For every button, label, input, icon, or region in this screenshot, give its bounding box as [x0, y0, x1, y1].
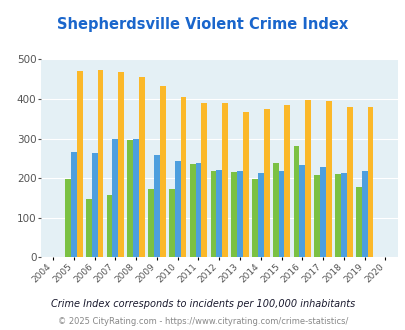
Bar [284, 105, 290, 257]
Bar [180, 97, 186, 257]
Bar [320, 167, 325, 257]
Bar [278, 171, 284, 257]
Bar [216, 170, 222, 257]
Bar [361, 172, 367, 257]
Bar [272, 163, 278, 257]
Bar [139, 77, 145, 257]
Bar [237, 171, 242, 257]
Bar [65, 180, 71, 257]
Bar [242, 112, 248, 257]
Bar [346, 107, 352, 257]
Bar [340, 173, 346, 257]
Bar [210, 172, 216, 257]
Bar [168, 189, 175, 257]
Bar [201, 103, 207, 257]
Bar [118, 73, 124, 257]
Bar [222, 103, 227, 257]
Bar [252, 179, 257, 257]
Bar [298, 165, 305, 257]
Bar [107, 195, 112, 257]
Bar [293, 146, 298, 257]
Bar [175, 161, 180, 257]
Bar [189, 164, 195, 257]
Bar [127, 140, 133, 257]
Bar [97, 70, 103, 257]
Bar [77, 71, 82, 257]
Bar [148, 189, 153, 257]
Bar [367, 107, 373, 257]
Bar [92, 153, 97, 257]
Bar [325, 101, 331, 257]
Bar [334, 174, 340, 257]
Bar [305, 100, 310, 257]
Bar [71, 152, 77, 257]
Text: Shepherdsville Violent Crime Index: Shepherdsville Violent Crime Index [57, 16, 348, 31]
Text: © 2025 CityRating.com - https://www.cityrating.com/crime-statistics/: © 2025 CityRating.com - https://www.city… [58, 317, 347, 326]
Bar [231, 172, 237, 257]
Bar [313, 175, 320, 257]
Bar [195, 163, 201, 257]
Bar [257, 174, 263, 257]
Bar [263, 109, 269, 257]
Text: Crime Index corresponds to incidents per 100,000 inhabitants: Crime Index corresponds to incidents per… [51, 299, 354, 309]
Bar [153, 155, 160, 257]
Bar [86, 199, 92, 257]
Bar [160, 86, 165, 257]
Bar [112, 139, 118, 257]
Bar [355, 186, 361, 257]
Bar [133, 139, 139, 257]
